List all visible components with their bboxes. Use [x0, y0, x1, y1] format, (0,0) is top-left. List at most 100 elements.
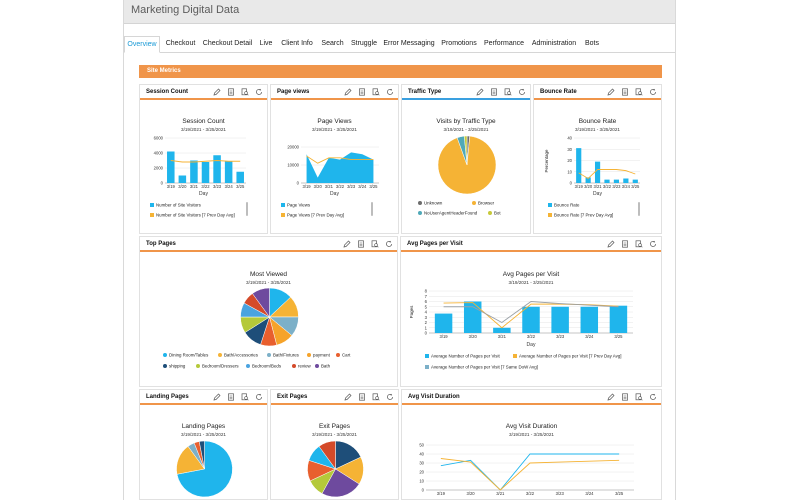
- bar[interactable]: [522, 306, 540, 333]
- pencil-icon[interactable]: [344, 393, 352, 401]
- legend-item[interactable]: Average Number of Pages per Visit [7 Sam…: [425, 364, 538, 369]
- tab-live[interactable]: Live: [259, 40, 273, 47]
- tab-checkout[interactable]: Checkout: [165, 40, 196, 47]
- pie-slice[interactable]: [318, 440, 336, 470]
- legend-item[interactable]: Number of Site Visitors: [150, 202, 201, 207]
- bar[interactable]: [551, 306, 569, 333]
- tab-checkout-detail[interactable]: Checkout Detail: [202, 40, 253, 47]
- document-icon[interactable]: [621, 393, 629, 401]
- legend-item[interactable]: NoUserAgentHeaderFound: [418, 210, 477, 215]
- bar[interactable]: [493, 327, 511, 333]
- line-series[interactable]: [170, 160, 241, 163]
- pencil-icon[interactable]: [343, 240, 351, 248]
- tab-error-messaging[interactable]: Error Messaging: [383, 40, 435, 47]
- bar[interactable]: [604, 179, 610, 183]
- pencil-icon[interactable]: [213, 88, 221, 96]
- pie-slice[interactable]: [252, 287, 270, 318]
- refresh-icon[interactable]: [649, 240, 657, 248]
- bar[interactable]: [609, 305, 628, 333]
- search-document-icon[interactable]: [635, 240, 643, 248]
- legend-item[interactable]: Page Views: [281, 202, 310, 207]
- line-series[interactable]: [578, 169, 636, 180]
- pencil-icon[interactable]: [607, 88, 615, 96]
- document-icon[interactable]: [490, 88, 498, 96]
- line-series[interactable]: [440, 453, 620, 491]
- tab-administration[interactable]: Administration: [531, 40, 577, 47]
- pencil-icon[interactable]: [213, 393, 221, 401]
- legend-item[interactable]: Bath: [315, 363, 330, 368]
- legend-item[interactable]: shipping: [163, 363, 185, 368]
- legend-item[interactable]: Bath/Fixtures: [267, 352, 299, 357]
- pie-slice[interactable]: [437, 135, 497, 195]
- bar[interactable]: [632, 179, 638, 183]
- bar[interactable]: [585, 177, 591, 183]
- refresh-icon[interactable]: [649, 88, 657, 96]
- document-icon[interactable]: [621, 88, 629, 96]
- refresh-icon[interactable]: [255, 88, 263, 96]
- tab-performance[interactable]: Performance: [483, 40, 525, 47]
- legend-item[interactable]: Cart: [336, 352, 350, 357]
- pencil-icon[interactable]: [607, 240, 615, 248]
- search-document-icon[interactable]: [241, 88, 249, 96]
- document-icon[interactable]: [357, 240, 365, 248]
- legend-item[interactable]: Bounce Rate [7 Prev Day Avg]: [548, 212, 613, 217]
- tab-overview[interactable]: Overview: [124, 36, 160, 53]
- legend-item[interactable]: review: [292, 363, 311, 368]
- bar[interactable]: [576, 148, 582, 183]
- line-series[interactable]: [443, 302, 619, 329]
- search-document-icon[interactable]: [372, 393, 380, 401]
- pie-slice[interactable]: [198, 440, 205, 470]
- bar[interactable]: [224, 161, 233, 183]
- bar[interactable]: [463, 301, 482, 334]
- legend-item[interactable]: Bot: [488, 210, 501, 215]
- legend-item[interactable]: Bedroom/Beds: [246, 363, 281, 368]
- legend-scrollbar[interactable]: [371, 202, 373, 216]
- bar[interactable]: [613, 179, 620, 183]
- tab-bots[interactable]: Bots: [584, 40, 599, 47]
- legend-item[interactable]: Bounce Rate: [548, 202, 579, 207]
- legend-item[interactable]: payment: [307, 352, 330, 357]
- search-document-icon[interactable]: [504, 88, 512, 96]
- search-document-icon[interactable]: [372, 88, 380, 96]
- legend-item[interactable]: Browser: [472, 200, 494, 205]
- pencil-icon[interactable]: [476, 88, 484, 96]
- pencil-icon[interactable]: [607, 393, 615, 401]
- bar[interactable]: [178, 175, 187, 184]
- legend-item[interactable]: Average Number of Pages per Visit: [425, 353, 500, 358]
- legend-item[interactable]: Dining Room/Tables: [163, 352, 208, 357]
- legend-item[interactable]: Bath/Accessories: [218, 352, 258, 357]
- legend-scrollbar[interactable]: [246, 202, 248, 216]
- line-series[interactable]: [443, 301, 619, 324]
- bar[interactable]: [167, 151, 175, 184]
- bar[interactable]: [190, 160, 198, 184]
- bar[interactable]: [594, 161, 601, 183]
- refresh-icon[interactable]: [518, 88, 526, 96]
- legend-item[interactable]: Bedroom/Dressers: [196, 363, 239, 368]
- refresh-icon[interactable]: [386, 88, 394, 96]
- refresh-icon[interactable]: [255, 393, 263, 401]
- pencil-icon[interactable]: [344, 88, 352, 96]
- refresh-icon[interactable]: [649, 393, 657, 401]
- legend-item[interactable]: Number of Site Visitors [7 Prev Day Avg]: [150, 212, 235, 217]
- legend-scrollbar[interactable]: [638, 202, 640, 216]
- refresh-icon[interactable]: [386, 393, 394, 401]
- line-series[interactable]: [306, 155, 374, 164]
- refresh-icon[interactable]: [385, 240, 393, 248]
- document-icon[interactable]: [227, 88, 235, 96]
- bar[interactable]: [580, 306, 599, 333]
- pie-slice[interactable]: [321, 468, 360, 498]
- legend-item[interactable]: Unknown: [418, 200, 442, 205]
- tab-promotions[interactable]: Promotions: [441, 40, 477, 47]
- area-series[interactable]: [306, 152, 374, 183]
- document-icon[interactable]: [358, 393, 366, 401]
- search-document-icon[interactable]: [241, 393, 249, 401]
- bar[interactable]: [434, 313, 453, 333]
- tab-client-info[interactable]: Client Info: [281, 40, 313, 47]
- bar[interactable]: [213, 155, 221, 183]
- legend-item[interactable]: Average Number of Pages per Visit [7 Pre…: [513, 353, 622, 358]
- document-icon[interactable]: [227, 393, 235, 401]
- search-document-icon[interactable]: [635, 88, 643, 96]
- pie-slice[interactable]: [463, 135, 468, 166]
- document-icon[interactable]: [358, 88, 366, 96]
- search-document-icon[interactable]: [371, 240, 379, 248]
